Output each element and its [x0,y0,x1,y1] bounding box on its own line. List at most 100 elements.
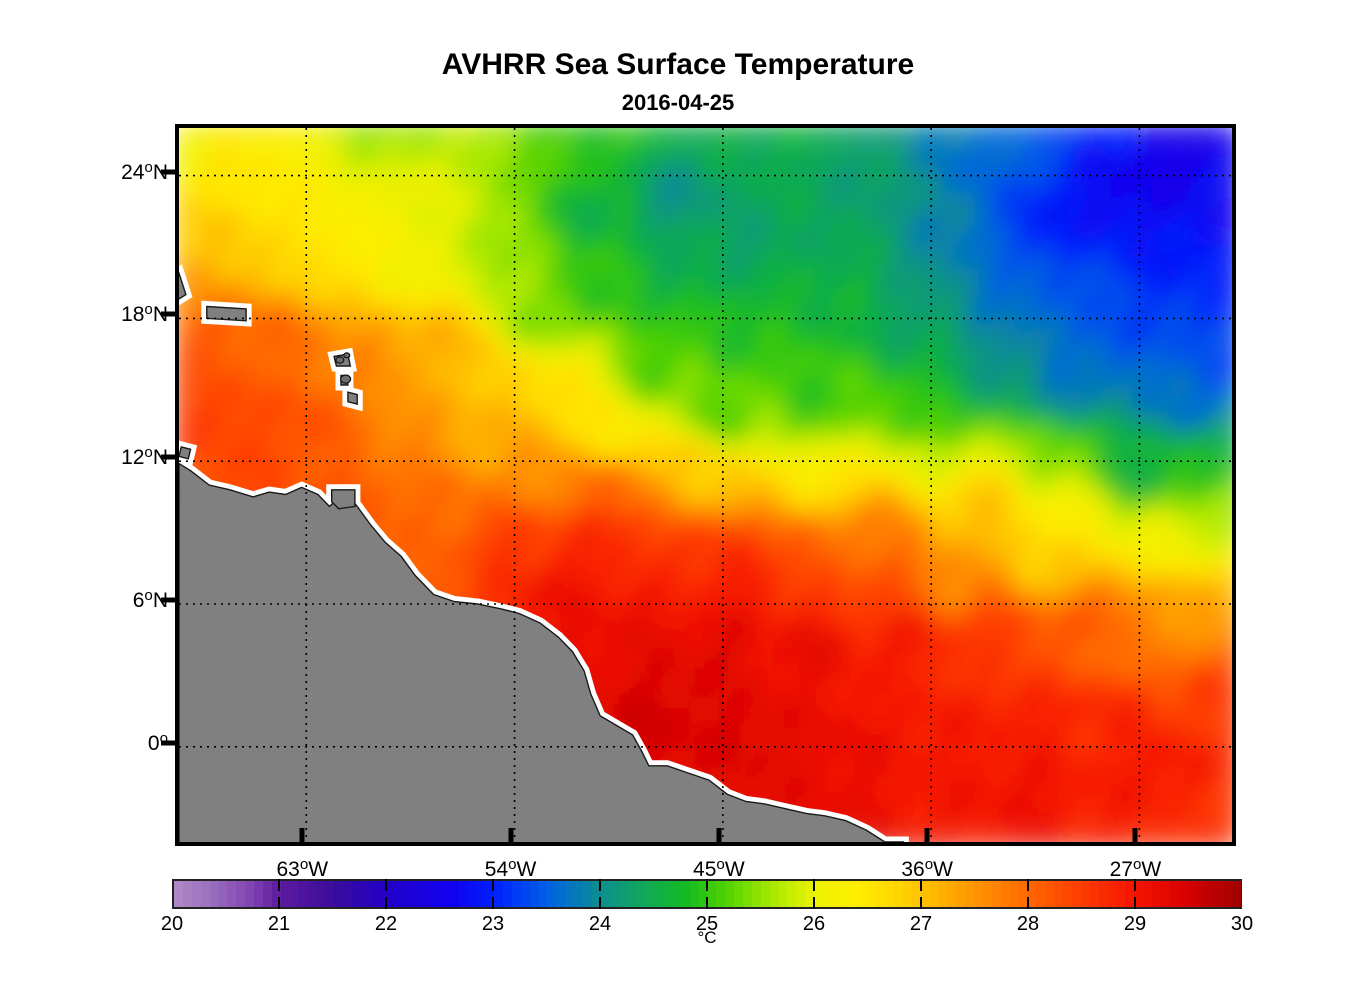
colorbar-band [325,881,335,907]
colorbar-band [431,881,441,907]
colorbar-band [209,881,219,907]
colorbar-band [938,881,948,907]
colorbar-band [547,881,557,907]
colorbar-band [476,881,486,907]
colorbar-band [556,881,566,907]
colorbar-band [840,881,850,907]
colorbar-band [743,881,752,907]
x-tick-mark [508,828,514,846]
x-tick-mark [716,828,722,846]
colorbar-tick [599,897,601,909]
colorbar-band [1080,881,1090,907]
colorbar-band [654,881,663,907]
colorbar-band [529,881,539,907]
colorbar-band [1223,881,1232,907]
colorbar-band [245,881,255,907]
colorbar-band [645,881,655,907]
colorbar-band [191,881,201,907]
x-axis: 63oW 54oW 45oW 36oW 27oW [175,828,1228,892]
colorbar-band [538,881,548,907]
y-tick-mark [161,169,179,175]
x-tick-label: 54oW [485,856,537,882]
colorbar-band [511,881,521,907]
colorbar-band [1045,881,1055,907]
colorbar-band [236,881,246,907]
colorbar-tick-label: 24 [589,913,611,936]
colorbar-band [1089,881,1099,907]
colorbar-unit-label: °C [172,928,1242,948]
x-tick-mark [924,828,930,846]
colorbar-tick [599,879,601,891]
colorbar-band [760,881,770,907]
colorbar-band [636,881,646,907]
colorbar-band [387,881,397,907]
colorbar-band [929,881,939,907]
colorbar-band [396,881,406,907]
colorbar-band [574,881,583,907]
colorbar-band [1134,881,1144,907]
y-tick-mark [161,597,179,603]
map-plot-area[interactable] [175,124,1236,846]
colorbar-band [334,881,343,907]
x-tick-label: 36oW [901,856,953,882]
colorbar-tick-label: 23 [482,913,504,936]
y-axis: 24oN 18oN 12oN 6oN 0o [0,124,179,838]
colorbar-tick [813,897,815,909]
sst-map[interactable] [179,128,1232,842]
y-tick-mark [161,740,179,746]
y-tick-mark [161,311,179,317]
colorbar-band [609,881,619,907]
colorbar-band [360,881,370,907]
colorbar-band [858,881,868,907]
colorbar-band [662,881,672,907]
colorbar[interactable]: 20 21 22 23 24 25 26 27 28 29 30 [161,879,1253,935]
colorbar-band [983,881,992,907]
colorbar-band [680,881,690,907]
page-title: AVHRR Sea Surface Temperature [0,48,1356,82]
colorbar-band [876,881,886,907]
colorbar-band [751,881,761,907]
colorbar-band [805,881,815,907]
x-tick-label: 45oW [693,856,745,882]
colorbar-band [1116,881,1126,907]
colorbar-band [1054,881,1064,907]
colorbar-tick [1134,879,1136,891]
colorbar-band [796,881,806,907]
colorbar-band [289,881,299,907]
colorbar-band [725,881,735,907]
colorbar-band [280,881,290,907]
colorbar-band [849,881,859,907]
colorbar-band [378,881,388,907]
landmass-hispaniola [179,272,187,300]
colorbar-band [1009,881,1019,907]
colorbar-tick-label: 21 [268,913,290,936]
colorbar-band [974,881,984,907]
landmass-aruba [179,446,192,460]
colorbar-band [698,881,708,907]
y-tick-label: 24oN [121,159,168,185]
colorbar-tick [1027,879,1029,891]
colorbar-band [627,881,637,907]
colorbar-band [1214,881,1224,907]
colorbar-tick [813,879,815,891]
colorbar-tick-label: 20 [161,913,183,936]
colorbar-band [894,881,904,907]
colorbar-tick-label: 29 [1124,913,1146,936]
colorbar-tick-label: 27 [910,913,932,936]
colorbar-band [1125,881,1135,907]
colorbar-tick-label: 22 [375,913,397,936]
colorbar-band [405,881,415,907]
colorbar-band [1151,881,1161,907]
colorbar-band [485,881,495,907]
colorbar-band [600,881,610,907]
colorbar-band [618,881,628,907]
colorbar-band [1036,881,1046,907]
colorbar-band [316,881,326,907]
colorbar-tick [706,897,708,909]
colorbar-band [920,881,930,907]
colorbar-band [494,881,503,907]
colorbar-band [885,881,895,907]
colorbar-band [689,881,699,907]
colorbar-band [502,881,512,907]
